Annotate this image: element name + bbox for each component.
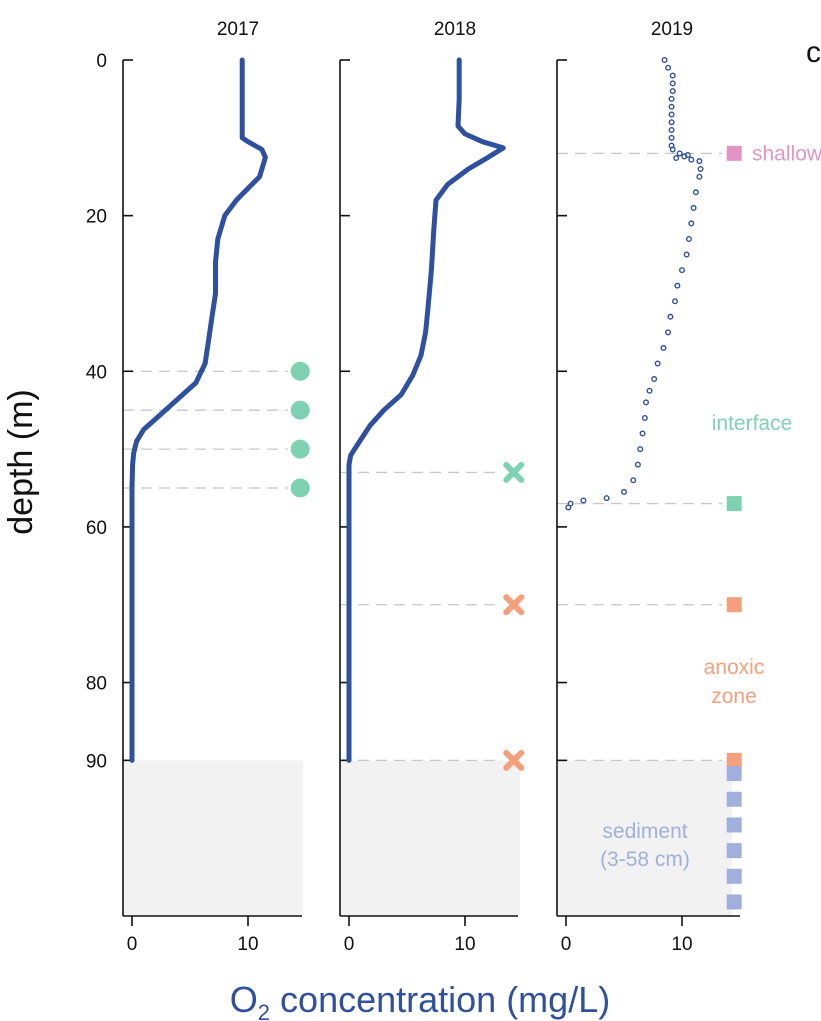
y-tick-label-0: 0 — [96, 51, 107, 72]
profile-point-2019-41 — [621, 488, 628, 495]
profile-line-2018 — [346, 57, 506, 763]
profile-point-2019-19 — [697, 165, 704, 172]
profile-point-2019-34 — [646, 387, 653, 394]
marker-2017-1 — [290, 400, 310, 420]
profile-point-2019-31 — [660, 344, 667, 351]
x-tick-label-2019-10: 10 — [671, 934, 692, 955]
profile-point-2019-36 — [641, 414, 648, 421]
marker-2019-0 — [726, 145, 742, 161]
profile-point-2019-4 — [669, 88, 676, 95]
annotation-5: (3-58 cm) — [600, 848, 690, 871]
panel-title-2019: 2019 — [651, 19, 693, 40]
profile-point-2019-33 — [651, 376, 658, 383]
profile-point-2019-13 — [676, 150, 683, 157]
profile-point-2019-1 — [665, 64, 672, 71]
annotation-3: zone — [711, 685, 757, 708]
profile-data-layer — [129, 57, 704, 763]
marker-2019-9 — [726, 894, 742, 910]
profile-point-2019-18 — [696, 158, 703, 165]
profile-point-2019-24 — [685, 235, 692, 242]
x-axis-label-suffix: concentration (mg/L) — [270, 979, 610, 1020]
y-tick-label-20: 20 — [86, 207, 107, 228]
annotation-1: interface — [712, 412, 793, 435]
profile-point-2019-8 — [668, 119, 675, 126]
profile-point-2019-9 — [668, 127, 675, 134]
marker-2019-7 — [726, 843, 742, 859]
y-axis-label: depth (m) — [2, 389, 40, 535]
profile-point-2019-6 — [668, 103, 675, 110]
y-tick-label-80: 80 — [86, 674, 107, 695]
profile-point-2019-0 — [661, 57, 668, 64]
profile-point-2019-37 — [639, 430, 646, 437]
marker-2019-2 — [726, 597, 742, 613]
profile-point-2019-12 — [669, 146, 676, 153]
y-tick-label-40: 40 — [86, 362, 107, 383]
profile-point-2019-10 — [668, 134, 675, 141]
marker-2017-2 — [290, 439, 310, 459]
profile-point-2019-30 — [665, 329, 672, 336]
sediment-bg-2017 — [123, 760, 303, 916]
x-axis-label-prefix: O — [230, 979, 258, 1020]
y-tick-label-60: 60 — [86, 518, 107, 539]
marker-2019-3 — [726, 752, 742, 768]
y-tick-label-90: 90 — [86, 751, 107, 772]
profile-point-2019-29 — [667, 313, 674, 320]
x-tick-label-2018-10: 10 — [454, 934, 475, 955]
panel-letter: c — [806, 36, 821, 69]
marker-2019-5 — [726, 791, 742, 807]
profile-point-2019-40 — [630, 477, 637, 484]
profile-point-2019-20 — [696, 173, 703, 180]
annotation-2: anoxic — [704, 656, 765, 679]
profile-point-2019-38 — [637, 446, 644, 453]
sample-marker-layer — [290, 145, 742, 910]
profile-point-2019-17 — [688, 156, 695, 163]
profile-point-2019-32 — [654, 360, 661, 367]
profile-point-2019-23 — [688, 220, 695, 227]
panel-title-2017: 2017 — [217, 19, 259, 40]
annotation-4: sediment — [602, 820, 687, 843]
x-axis-label: O2 concentration (mg/L) — [230, 979, 610, 1021]
text-layer: c depth (m) O2 concentration (mg/L) 0204… — [2, 19, 821, 1021]
profile-point-2019-5 — [668, 95, 675, 102]
marker-2019-8 — [726, 868, 742, 884]
profile-point-2019-25 — [683, 251, 690, 258]
marker-2017-0 — [290, 361, 310, 381]
marker-2019-6 — [726, 817, 742, 833]
axes-layer — [122, 59, 740, 926]
profile-point-2019-2 — [669, 72, 676, 79]
sediment-background-layer — [123, 760, 732, 916]
marker-2019-1 — [726, 496, 742, 512]
profile-point-2019-21 — [692, 189, 699, 196]
x-tick-label-2017-10: 10 — [237, 934, 258, 955]
x-tick-label-2017-0: 0 — [127, 934, 138, 955]
panel-title-2018: 2018 — [434, 19, 476, 40]
marker-2017-3 — [290, 478, 310, 498]
profile-point-2019-26 — [679, 267, 686, 274]
profile-point-2019-3 — [669, 80, 676, 87]
marker-2018-2 — [503, 749, 525, 771]
profile-point-2019-35 — [643, 399, 650, 406]
x-tick-label-2019-0: 0 — [561, 934, 572, 955]
profile-point-2019-22 — [690, 204, 697, 211]
profile-point-2019-42 — [603, 495, 610, 502]
profile-point-2019-45 — [565, 504, 572, 511]
profile-point-2019-15 — [681, 153, 688, 160]
profile-point-2019-7 — [668, 111, 675, 118]
profile-line-2017 — [129, 57, 268, 763]
marker-2018-0 — [503, 461, 525, 483]
profile-point-2019-27 — [674, 282, 681, 289]
marker-2018-1 — [503, 594, 525, 616]
x-axis-label-subscript: 2 — [258, 1000, 270, 1021]
dashed-sample-lines — [123, 152, 723, 762]
profile-point-2019-16 — [673, 155, 680, 162]
marker-2019-4 — [726, 766, 742, 782]
x-tick-label-2018-0: 0 — [344, 934, 355, 955]
sediment-bg-2019 — [557, 760, 732, 916]
profile-point-2019-43 — [580, 497, 587, 504]
sediment-bg-2018 — [340, 760, 520, 916]
profile-point-2019-28 — [672, 298, 679, 305]
annotation-0: shallow — [752, 142, 821, 165]
profile-point-2019-39 — [634, 461, 641, 468]
